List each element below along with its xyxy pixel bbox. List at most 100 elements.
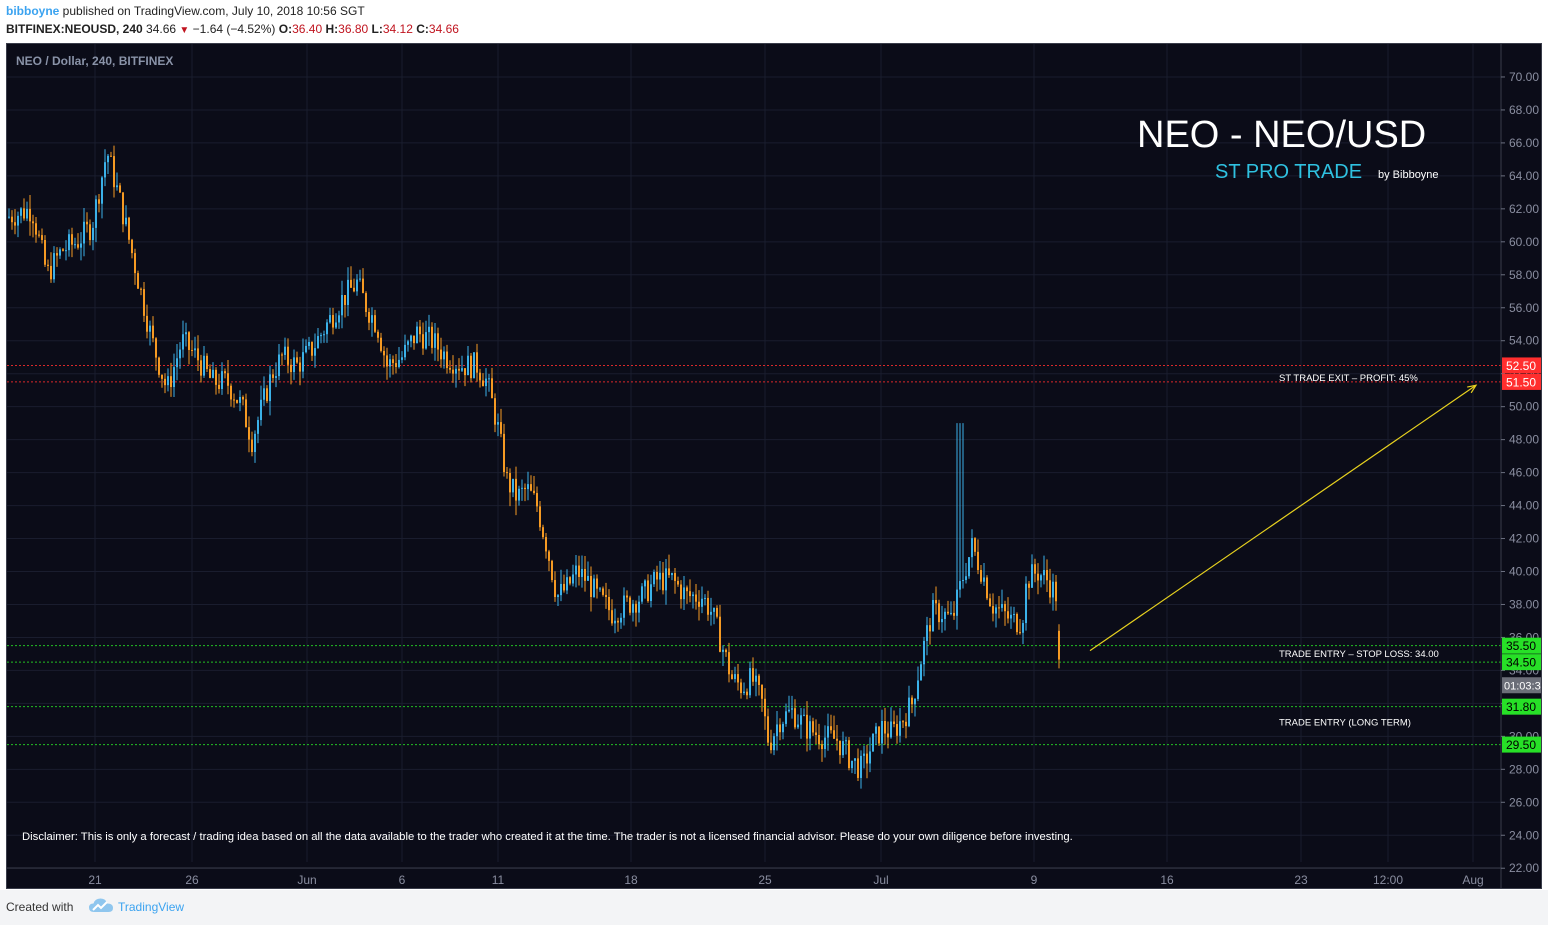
candle-body (437, 333, 439, 350)
candle-body (758, 675, 760, 685)
candle-body (65, 250, 67, 252)
candle-body (779, 724, 781, 733)
candle-body (443, 351, 445, 360)
candle-body (917, 680, 919, 699)
candle-body (869, 751, 871, 764)
candle-body (413, 335, 415, 344)
candle-body (878, 726, 880, 744)
candle-body (521, 487, 523, 489)
candle-body (80, 243, 82, 248)
x-tick-label: 12:00 (1373, 873, 1403, 887)
candle-body (215, 369, 217, 385)
candle-body (764, 698, 766, 717)
candle-body (989, 598, 991, 607)
price-chart[interactable]: 22.0024.0026.0028.0030.0032.0034.0036.00… (7, 44, 1541, 888)
tradingview-link[interactable]: TradingView (118, 900, 185, 914)
candle-body (344, 295, 346, 305)
level-price-tag (1502, 654, 1541, 671)
candle-body (947, 611, 949, 614)
candle-body (500, 422, 502, 434)
candle-body (974, 538, 976, 552)
candle-body (212, 369, 214, 378)
y-tick-label: 56.00 (1509, 301, 1539, 315)
candle-body (152, 325, 154, 339)
candle-body (1043, 570, 1045, 576)
candle-body (992, 606, 994, 614)
candle-body (14, 222, 16, 226)
candle-body (233, 399, 235, 401)
candle-body (44, 239, 46, 265)
candle-body (308, 342, 310, 346)
candle-body (653, 571, 655, 585)
candle-body (812, 721, 814, 733)
candle-body (815, 732, 817, 736)
candle-body (71, 234, 73, 245)
candle-body (977, 551, 979, 571)
publish-header: bibboyne published on TradingView.com, J… (0, 0, 1548, 42)
candle-body (257, 420, 259, 434)
candle-body (293, 357, 295, 373)
candle-body (320, 335, 322, 337)
candle-body (518, 488, 520, 501)
candle-body (221, 371, 223, 389)
candle-body (47, 264, 49, 266)
candle-body (101, 177, 103, 204)
candle-body (260, 399, 262, 421)
candle-body (554, 580, 556, 598)
price-axis[interactable]: 22.0024.0026.0028.0030.0032.0034.0036.00… (1500, 44, 1541, 888)
trade-annotation: ST TRADE EXIT – PROFIT: 45% (1279, 373, 1418, 384)
candle-body (713, 607, 715, 612)
candle-body (833, 730, 835, 739)
candle-body (335, 322, 337, 328)
candle-body (512, 478, 514, 493)
candle-body (284, 346, 286, 355)
countdown-label: 01:03:3 (1504, 681, 1541, 693)
candle-body (671, 573, 673, 576)
author-link[interactable]: bibboyne (6, 4, 60, 18)
candle-body (290, 364, 292, 373)
high-label: H: (325, 22, 339, 36)
chart-panel[interactable]: 22.0024.0026.0028.0030.0032.0034.0036.00… (6, 43, 1542, 889)
candle-body (467, 355, 469, 376)
candle-body (623, 595, 625, 618)
candle-body (569, 577, 571, 584)
candle-body (224, 371, 226, 374)
candle-body (395, 363, 397, 367)
candle-body (17, 215, 19, 226)
candle-body (602, 588, 604, 595)
x-tick-label: 26 (185, 873, 199, 887)
candle-body (719, 616, 721, 652)
candle-body (407, 341, 409, 345)
candle-body (140, 288, 142, 290)
candle-body (431, 326, 433, 348)
candle-body (515, 478, 517, 501)
down-triangle-icon: ▼ (179, 25, 190, 36)
grid (7, 44, 1501, 869)
candle-body (1022, 623, 1024, 633)
y-tick-label: 24.00 (1509, 828, 1539, 842)
candle-body (275, 376, 277, 378)
candle-body (644, 580, 646, 587)
candle-body (452, 369, 454, 374)
candle-body (305, 345, 307, 353)
time-axis[interactable]: 21 26 Jun 6 11 18 25 Jul 9 16 23 12:00 Aug (7, 867, 1501, 887)
candle-body (617, 620, 619, 623)
candle-body (830, 726, 832, 731)
candle-body (1013, 613, 1015, 615)
candle-body (494, 398, 496, 425)
candle-body (908, 697, 910, 727)
candle-body (848, 740, 850, 769)
candle-body (566, 577, 568, 591)
candle-body (1016, 613, 1018, 633)
candle-body (296, 357, 298, 363)
candle-body (539, 506, 541, 528)
candle-body (524, 487, 526, 490)
candle-body (146, 315, 148, 332)
candle-body (722, 649, 724, 652)
tradingview-cloud-icon (89, 898, 113, 912)
candle-body (188, 332, 190, 350)
candle-body (725, 649, 727, 653)
candle-body (23, 208, 25, 219)
candle-body (911, 697, 913, 705)
candle-body (449, 367, 451, 370)
